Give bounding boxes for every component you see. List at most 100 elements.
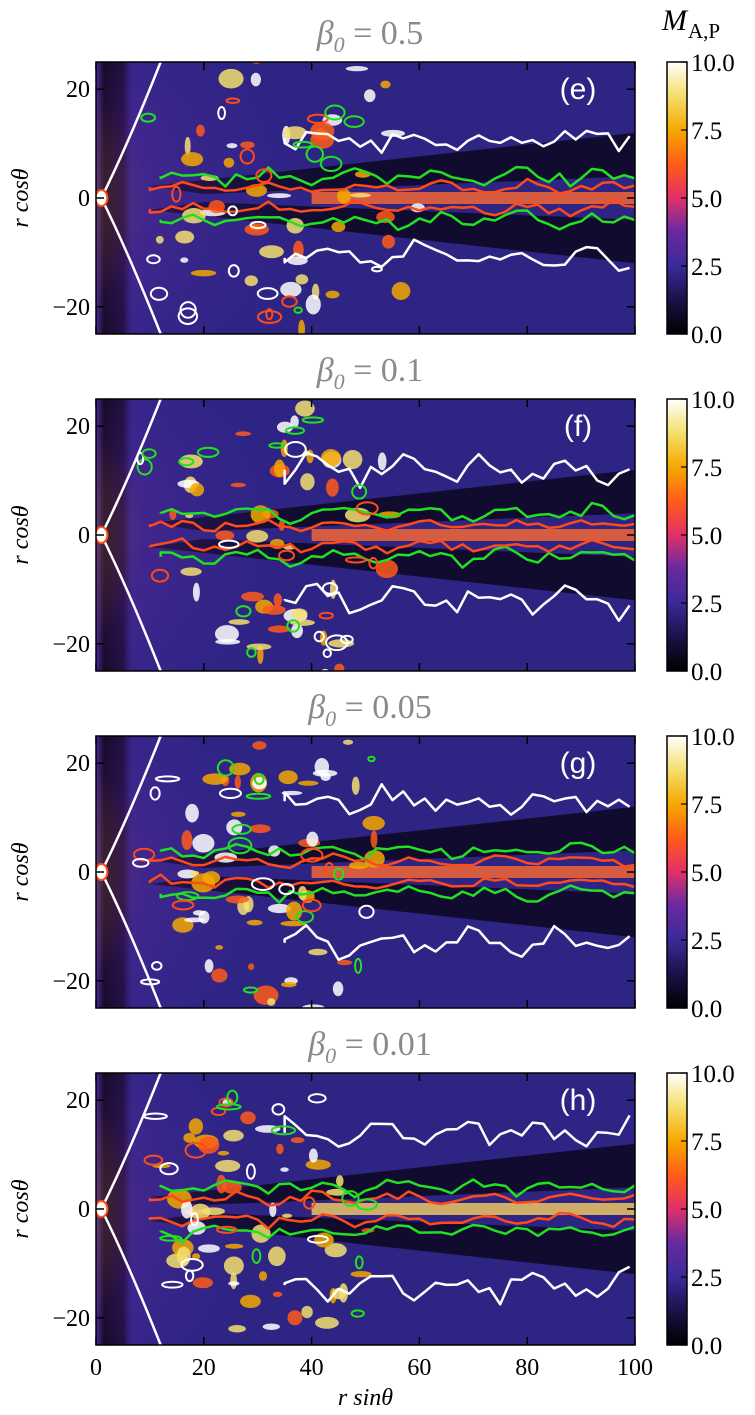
contour-white-cone-upper	[100, 399, 162, 536]
heatmap-blob	[229, 762, 251, 776]
heatmap-field	[96, 16, 635, 334]
contour-loop	[300, 847, 324, 863]
contour-white-upper	[283, 129, 631, 155]
heatmap-blob	[267, 903, 292, 914]
heatmap-blob	[267, 625, 291, 633]
heatmap-blob	[324, 1243, 347, 1258]
heatmap-blob	[241, 591, 265, 602]
heatmap-blob	[202, 773, 228, 785]
colorbar-tick-label: 10.0	[691, 50, 735, 77]
heatmap-blob	[251, 62, 262, 64]
contour-loop	[216, 1225, 238, 1234]
heatmap-blob	[342, 739, 354, 745]
contour-loop	[271, 1103, 286, 1116]
contour-loop	[351, 483, 368, 500]
contour-loop	[350, 1309, 365, 1318]
contour-loop	[277, 549, 296, 562]
heatmap-blob	[381, 234, 395, 249]
heatmap-blob	[259, 245, 284, 259]
contour-loop	[341, 1190, 360, 1207]
contour-loop	[151, 961, 163, 971]
heatmap-blob	[306, 831, 319, 847]
heatmap-blob	[228, 1325, 246, 1333]
contour-red-upper	[148, 852, 635, 870]
colorbar-tick-label: 2.5	[691, 254, 722, 281]
colorbar: 0.0 2.5 5.0 7.5 10.0	[666, 724, 735, 1023]
contour-loop	[143, 1112, 168, 1120]
contour-loop	[293, 306, 303, 314]
contour-loop	[354, 957, 363, 974]
contour-red-upper	[148, 1189, 635, 1207]
x-tick-label: 100	[617, 1355, 653, 1381]
heatmap-blob	[280, 1167, 289, 1172]
panel-letter: (g)	[560, 747, 597, 780]
colorbar-tick-label: 10.0	[691, 387, 735, 414]
heatmap-blob	[263, 699, 273, 703]
colorbar-tick-label: 2.5	[691, 928, 722, 955]
colorbar-tick-label: 0.0	[691, 996, 722, 1023]
heatmap-blob	[188, 1118, 204, 1135]
contour-loop	[231, 823, 252, 835]
contour-loop	[306, 1234, 329, 1244]
colorbar-label-main: M	[661, 4, 689, 37]
colorbar-tick-label: 7.5	[691, 118, 722, 145]
colorbar-tick-label: 5.0	[691, 186, 722, 213]
contour-loop	[140, 112, 157, 123]
heatmap-blob	[183, 1132, 196, 1143]
contour-loop	[196, 446, 220, 458]
y-tick-label: 20	[66, 1088, 90, 1114]
heatmap-blob	[185, 803, 199, 823]
heatmap-blob	[255, 1353, 265, 1364]
heatmap-field	[96, 1073, 635, 1364]
heatmap-blob	[214, 625, 239, 643]
heatmap-blob	[241, 389, 263, 396]
contour-loop	[235, 605, 252, 618]
y-tick-label: −20	[52, 295, 90, 321]
contour-loop	[245, 1163, 256, 1180]
contour-loop	[322, 648, 332, 659]
heatmap-blob	[290, 16, 307, 26]
contour-loop	[178, 457, 195, 467]
contour-white-lower	[283, 1265, 631, 1306]
contour-white-cone-upper	[100, 736, 162, 873]
heatmap-blob	[295, 400, 315, 417]
y-axis-label: r cosθ	[8, 1179, 34, 1238]
contour-white-cone-lower	[100, 1208, 162, 1345]
contour-loop	[180, 1257, 204, 1272]
heatmap-blob	[262, 604, 286, 615]
colorbar-tick-label: 5.0	[691, 523, 722, 550]
contour-loop	[307, 1093, 327, 1104]
heatmap-blob	[196, 124, 205, 137]
contour-loop	[149, 286, 169, 301]
heatmap-blob	[287, 696, 300, 715]
contour-loop	[217, 105, 226, 121]
heatmap-blob	[364, 89, 376, 103]
contour-loop	[149, 786, 161, 801]
heatmap-blob	[281, 981, 297, 988]
contour-white-cone-lower	[100, 871, 162, 1008]
heatmap-blob	[375, 559, 398, 579]
heatmap-blob	[252, 705, 274, 724]
contour-loop	[278, 883, 295, 896]
contour-loop	[355, 1198, 378, 1211]
heatmap-blob	[189, 482, 205, 497]
colorbar-tick-label: 5.0	[691, 1197, 722, 1224]
panel-f: −20 0 20 β0 = 0.1 (f) r cosθ 0.0 2.5 5.0 7.5 10.0	[8, 352, 735, 715]
heatmap-blob	[190, 1203, 211, 1221]
contour-loop	[371, 265, 383, 273]
heatmap-blob	[215, 530, 235, 541]
heatmap-blob	[290, 1137, 305, 1144]
heatmap-blob	[197, 1136, 220, 1154]
heatmap-blob	[192, 1277, 214, 1289]
contour-green-lower	[159, 209, 635, 232]
heatmap-blob	[298, 319, 305, 334]
heatmap-field	[96, 705, 635, 1008]
heatmap-blob	[334, 663, 345, 671]
contour-red-lower	[148, 198, 635, 218]
heatmap-blob	[314, 1316, 339, 1329]
contour-loop	[227, 264, 240, 278]
contour-loop	[143, 1154, 164, 1166]
heatmap-blob	[204, 959, 214, 973]
contour-loop	[332, 867, 345, 881]
